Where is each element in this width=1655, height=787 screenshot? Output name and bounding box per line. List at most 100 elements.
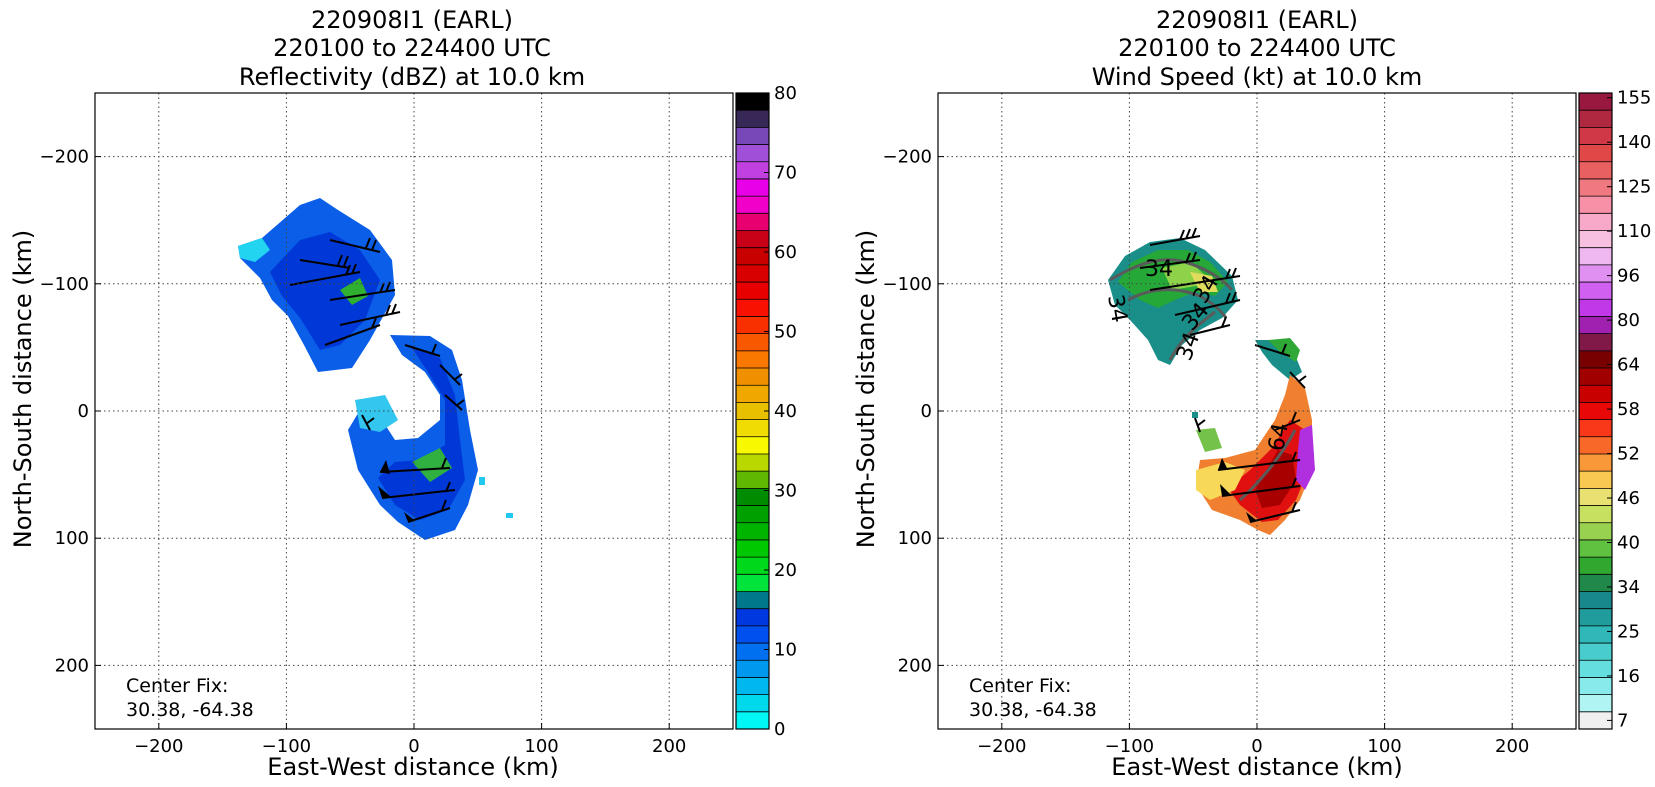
wind-eyewall-purple — [1296, 425, 1315, 490]
x-tick-label: −100 — [1105, 736, 1154, 757]
wind-barb — [1249, 501, 1301, 523]
colorbar-swatch — [1579, 625, 1612, 644]
colorbar-tick-label: 110 — [1617, 221, 1651, 242]
colorbar-swatch — [1579, 660, 1612, 678]
colorbar-swatch — [736, 110, 769, 128]
x-tick-label: 200 — [1495, 736, 1529, 757]
panel-title-line-3: Wind Speed (kt) at 10.0 km — [1092, 63, 1423, 91]
colorbar-swatch — [1579, 505, 1612, 524]
y-axis-label: North-South distance (km) — [9, 230, 37, 549]
y-tick-label: −200 — [883, 147, 932, 168]
colorbar-tick-label: 16 — [1617, 666, 1640, 687]
colorbar-swatch — [1579, 436, 1612, 455]
contour-34kt — [1168, 310, 1216, 361]
colorbar-tick-label: 40 — [774, 401, 797, 422]
wind-barb — [361, 414, 375, 431]
colorbar-swatch — [736, 127, 769, 145]
colorbar: 0 10 20 30 40 50 60 70 80 — [735, 83, 797, 740]
colorbar-tick-label: 25 — [1617, 621, 1640, 642]
colorbar-swatch — [1579, 282, 1612, 300]
colorbar-swatch — [1579, 711, 1612, 730]
wind-barb — [1221, 477, 1301, 497]
x-tick-label: 100 — [524, 736, 558, 757]
wind-barb — [1194, 417, 1206, 433]
wind-barbs — [1139, 227, 1307, 523]
colorbar-tick-label: 96 — [1617, 266, 1640, 287]
contour-label: 34 — [1102, 293, 1131, 325]
panel-title-line-2: 220100 to 224400 UTC — [273, 34, 551, 62]
colorbar-swatch — [1579, 144, 1612, 163]
colorbar-swatch — [736, 591, 769, 609]
x-tick-label: 0 — [408, 736, 419, 757]
y-tick-label: 100 — [898, 528, 932, 549]
center-fix-label: Center Fix: — [969, 675, 1071, 697]
wind-barb — [329, 281, 396, 301]
wind-barb — [1149, 267, 1241, 291]
wind-barb — [381, 481, 456, 499]
colorbar-swatch — [1579, 522, 1612, 541]
x-tick-label: −100 — [262, 736, 311, 757]
colorbar-swatch — [1579, 127, 1612, 145]
wind-flag — [1220, 484, 1230, 496]
wind-barb — [404, 343, 441, 357]
colorbar-swatch — [736, 539, 769, 558]
wind-eyewall-green — [1196, 428, 1222, 452]
center-fix-label: Center Fix: — [126, 675, 228, 697]
wind-barb — [1289, 371, 1307, 389]
y-tick-label: 0 — [921, 401, 932, 422]
x-tick-label: 200 — [652, 736, 686, 757]
colorbar-tick-label: 0 — [774, 719, 785, 740]
wind-speed-field: 34 34 34 34 34 64 — [1102, 227, 1315, 535]
x-tick-label: 0 — [1251, 736, 1262, 757]
colorbar-swatch — [1579, 385, 1612, 403]
colorbar-frame — [1578, 92, 1613, 730]
colorbar-tick-label: 64 — [1617, 355, 1640, 376]
wind-eyewall-teal — [1255, 340, 1302, 380]
wind-barb — [1217, 451, 1301, 471]
colorbar-swatch — [736, 522, 769, 541]
colorbar-swatch — [1579, 471, 1612, 489]
center-fix-value: 30.38, -64.38 — [126, 699, 254, 721]
colorbar-tick-label: 155 — [1617, 88, 1651, 109]
wind-flags — [378, 460, 414, 522]
colorbar-swatch — [736, 402, 769, 420]
contour-label: 34 — [1145, 257, 1173, 282]
colorbar-swatch — [736, 213, 769, 231]
panel-title-line-2: 220100 to 224400 UTC — [1118, 34, 1396, 62]
x-tick-label: −200 — [134, 736, 183, 757]
panel-title-line-3: Reflectivity (dBZ) at 10.0 km — [239, 63, 585, 91]
colorbar-swatch — [736, 471, 769, 489]
colorbar-swatch — [736, 161, 769, 180]
plot-frame: −200 −100 0 100 200 200 100 0 −100 −200 — [40, 92, 734, 757]
y-tick-label: 200 — [898, 655, 932, 676]
colorbar-swatch — [736, 333, 769, 352]
reflectivity-field — [238, 198, 513, 540]
colorbar-tick-label: 34 — [1617, 577, 1640, 598]
colorbar-tick-label: 46 — [1617, 488, 1640, 509]
colorbar-swatch — [736, 574, 769, 592]
colorbar-swatch — [736, 385, 769, 403]
colorbar-tick-label: 60 — [774, 242, 797, 263]
colorbar-swatch — [736, 505, 769, 524]
wind-barb — [439, 364, 463, 386]
y-tick-label: 100 — [55, 528, 89, 549]
y-axis-label: North-South distance (km) — [852, 230, 880, 549]
wind-barb — [299, 254, 351, 269]
colorbar-tick-label: 140 — [1617, 132, 1651, 153]
colorbar-swatch — [1579, 230, 1612, 249]
colorbar-swatch — [1579, 333, 1612, 352]
colorbar-swatch — [736, 282, 769, 300]
y-tick-label: 0 — [78, 401, 89, 422]
y-tick-label: −200 — [40, 147, 89, 168]
colorbar-swatch — [1579, 299, 1612, 317]
panel-wind-speed: 220908I1 (EARL) 220100 to 224400 UTC Win… — [852, 6, 1651, 781]
wind-barb — [1149, 227, 1201, 246]
colorbar-swatch — [736, 660, 769, 678]
colorbar-swatch — [736, 144, 769, 163]
colorbar-swatch — [1579, 488, 1612, 506]
colorbar-tick-label: 10 — [774, 640, 797, 661]
colorbar-tick-label: 125 — [1617, 177, 1651, 198]
wind-eyewall-yellow — [1196, 462, 1245, 500]
colorbar-swatch — [736, 316, 769, 334]
colorbar-swatch — [1579, 93, 1612, 111]
